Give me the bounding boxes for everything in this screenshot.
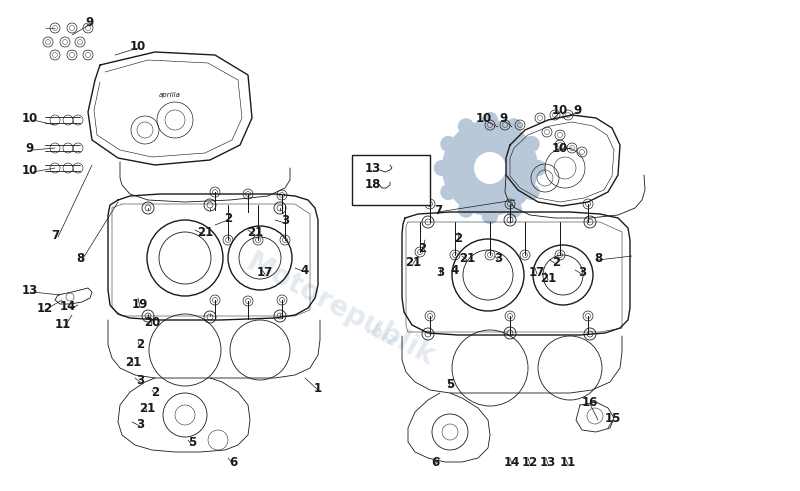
Text: 3: 3 <box>578 266 586 278</box>
Text: 21: 21 <box>125 355 141 369</box>
Text: 4: 4 <box>451 264 459 276</box>
Text: 14: 14 <box>504 456 520 468</box>
Text: 10: 10 <box>552 141 568 155</box>
Text: 6: 6 <box>229 456 237 468</box>
Text: 15: 15 <box>605 411 621 425</box>
Text: 13: 13 <box>22 283 38 297</box>
Text: 21: 21 <box>405 255 421 269</box>
Text: 3: 3 <box>281 215 289 227</box>
Text: 14: 14 <box>60 300 76 313</box>
Circle shape <box>523 184 540 200</box>
Text: 7: 7 <box>434 203 442 217</box>
Text: 10: 10 <box>552 104 568 116</box>
Text: aprilia: aprilia <box>159 92 181 98</box>
Text: 12: 12 <box>37 301 53 315</box>
Text: 2: 2 <box>454 231 462 245</box>
Text: 6: 6 <box>431 456 439 468</box>
Text: 21: 21 <box>247 226 263 240</box>
Text: 21: 21 <box>197 226 213 240</box>
Text: 3: 3 <box>436 266 444 278</box>
Text: 13: 13 <box>365 162 381 174</box>
Circle shape <box>442 120 538 216</box>
Text: 9: 9 <box>500 111 508 125</box>
Text: 11: 11 <box>55 318 71 330</box>
Text: 8: 8 <box>594 251 602 265</box>
Text: 20: 20 <box>144 316 160 328</box>
Text: 3: 3 <box>136 417 144 431</box>
Circle shape <box>474 152 506 184</box>
Text: 12: 12 <box>522 456 538 468</box>
Text: 17: 17 <box>257 266 273 278</box>
Text: 13: 13 <box>540 456 556 468</box>
Text: 3: 3 <box>494 251 502 265</box>
Circle shape <box>506 118 522 135</box>
Circle shape <box>440 184 457 200</box>
Text: 2: 2 <box>418 242 426 254</box>
Circle shape <box>458 201 474 218</box>
Text: Motorepublik: Motorepublik <box>241 248 439 371</box>
Text: 9: 9 <box>26 141 34 155</box>
Text: 9: 9 <box>85 16 93 28</box>
Text: 17: 17 <box>529 266 545 278</box>
Text: 10: 10 <box>130 39 146 53</box>
Text: 2: 2 <box>552 255 560 269</box>
Circle shape <box>434 160 450 176</box>
Circle shape <box>458 118 474 135</box>
Text: 18: 18 <box>365 179 381 191</box>
Text: 10: 10 <box>22 111 38 125</box>
Circle shape <box>523 136 540 152</box>
Text: 21: 21 <box>139 402 155 414</box>
Text: 19: 19 <box>132 299 148 311</box>
Text: 8: 8 <box>76 251 84 265</box>
Circle shape <box>506 201 522 218</box>
Text: 7: 7 <box>51 228 59 242</box>
Text: 2: 2 <box>224 212 232 224</box>
Circle shape <box>482 112 498 128</box>
Text: 3: 3 <box>136 374 144 386</box>
Text: 10: 10 <box>476 111 492 125</box>
Text: 1: 1 <box>314 382 322 394</box>
Text: 21: 21 <box>540 272 556 284</box>
Text: 10: 10 <box>22 164 38 176</box>
Text: 21: 21 <box>459 251 475 265</box>
Text: .biz: .biz <box>361 319 399 351</box>
Text: 9: 9 <box>574 104 582 116</box>
Circle shape <box>482 208 498 224</box>
Bar <box>352 155 430 205</box>
Text: 5: 5 <box>446 379 454 391</box>
Text: 4: 4 <box>301 264 309 276</box>
Circle shape <box>530 160 546 176</box>
Text: 16: 16 <box>582 395 598 409</box>
Text: 5: 5 <box>188 436 196 449</box>
Text: 2: 2 <box>151 385 159 399</box>
Text: 2: 2 <box>136 338 144 352</box>
Circle shape <box>440 136 457 152</box>
Text: 11: 11 <box>560 456 576 468</box>
